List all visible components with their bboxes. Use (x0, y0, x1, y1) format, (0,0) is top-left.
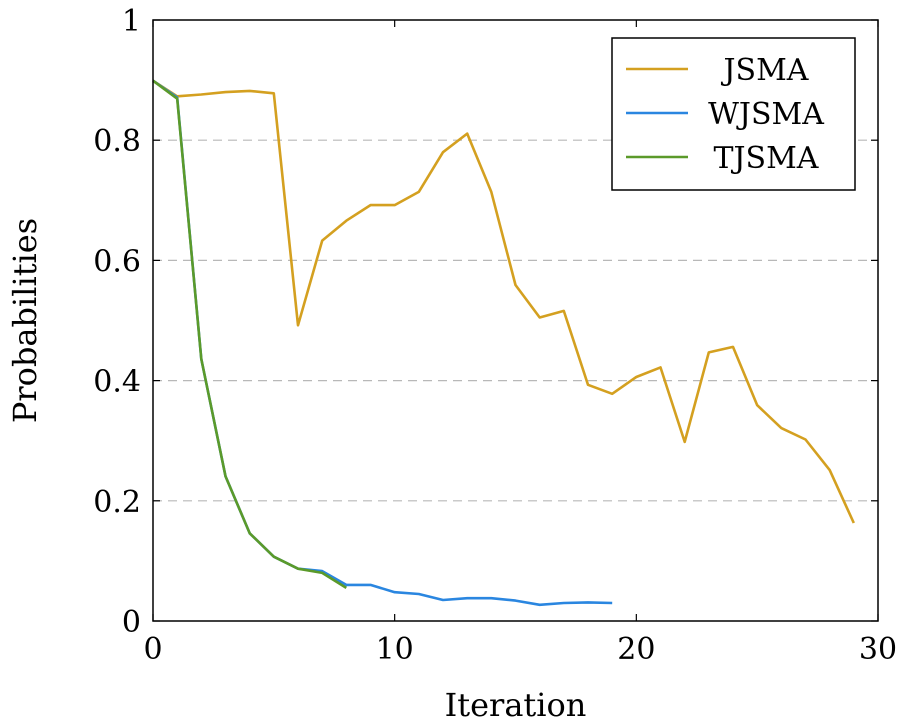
y-tick-label: 0.6 (93, 244, 141, 279)
x-tick-label: 0 (143, 632, 162, 667)
x-tick-label: 10 (376, 632, 414, 667)
x-tick-label: 20 (617, 632, 655, 667)
y-tick-label: 0.8 (93, 124, 141, 159)
legend-label-tjsma: TJSMA (714, 141, 819, 176)
axis-ticks: 00.20.40.60.810 10 20 30 (93, 4, 897, 667)
series-line-jsma (152, 79, 855, 524)
gridlines (153, 139, 878, 502)
series-line-tjsma (152, 79, 347, 590)
legend: JSMA WJSMA TJSMA (611, 37, 856, 191)
y-tick-label: 0.2 (93, 485, 141, 520)
plot-frame (152, 19, 879, 622)
series-line-wjsma (152, 79, 613, 607)
legend-label-jsma: JSMA (721, 53, 809, 88)
x-axis-label: Iteration (445, 686, 587, 724)
series-lines (152, 79, 855, 607)
legend-label-wjsma: WJSMA (708, 97, 824, 132)
y-tick-label: 0.4 (93, 365, 141, 400)
y-tick-label: 0 (122, 605, 141, 640)
x-tick-label: 30 (859, 632, 897, 667)
y-axis-label: Probabilities (6, 218, 44, 423)
y-tick-label: 1 (122, 4, 141, 39)
